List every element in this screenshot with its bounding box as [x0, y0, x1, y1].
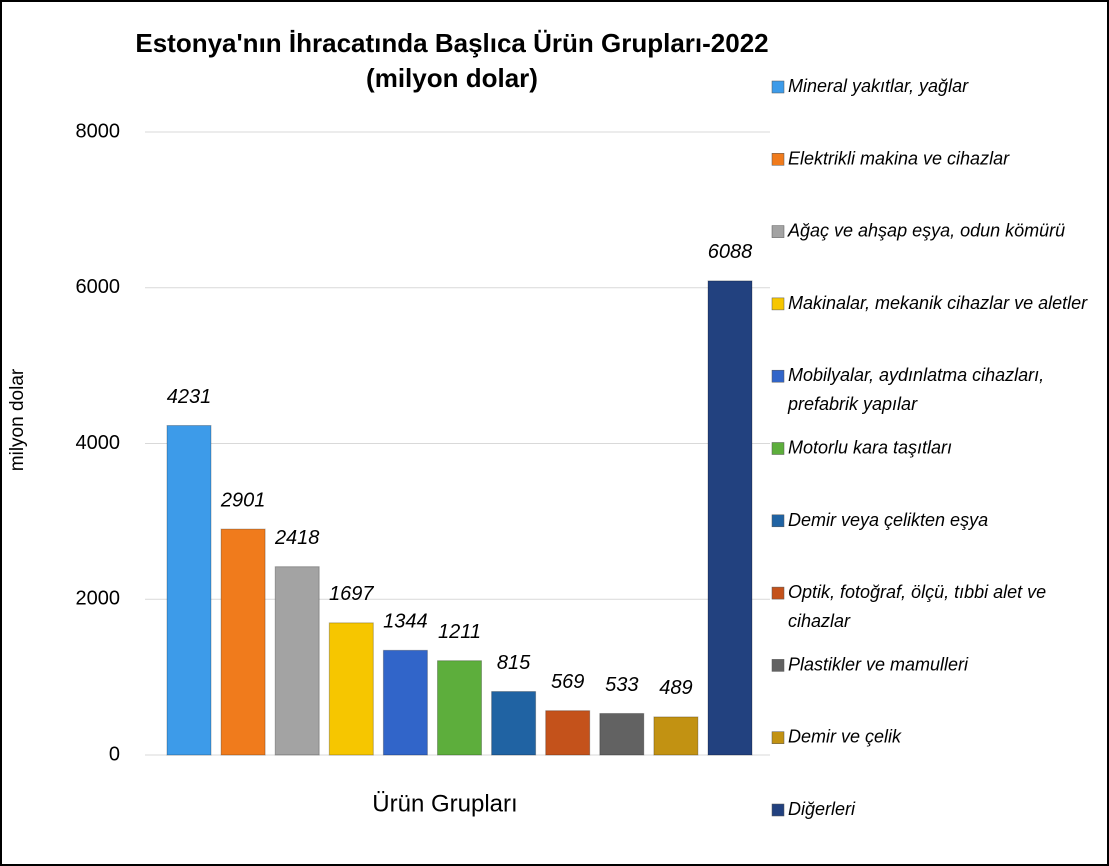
- legend-entry: Mobilyalar, aydınlatma cihazları, prefabr…: [787, 365, 1044, 414]
- bar: [545, 710, 591, 756]
- data-label: 1697: [329, 583, 374, 605]
- legend-entry: Ağaç ve ahşap eşya, odun kömürü: [787, 221, 1065, 241]
- data-label: 2418: [274, 527, 320, 549]
- data-label: 815: [497, 652, 531, 674]
- bar: [220, 528, 266, 756]
- data-label: 569: [551, 671, 584, 693]
- data-label: 6088: [708, 241, 753, 263]
- bar: [599, 712, 645, 756]
- data-label: 2901: [220, 489, 266, 511]
- y-tick-label: 0: [109, 743, 120, 765]
- legend-swatch: [771, 659, 785, 672]
- legend-entry: Elektrikli makina ve cihazlar: [788, 148, 1010, 168]
- legend-entry: Demir veya çelikten eşya: [788, 510, 988, 530]
- chart-title: Estonya'nın İhracatında Başlıca Ürün Gru…: [135, 28, 768, 58]
- legend-entry: Makinalar, mekanik cihazlar ve aletler: [788, 293, 1088, 313]
- legend-swatch: [771, 731, 785, 744]
- bar: [491, 691, 537, 756]
- legend-entry: Optik, fotoğraf, ölçü, tıbbi alet ve ciha…: [788, 582, 1046, 631]
- legend-swatch: [771, 586, 785, 600]
- bar: [166, 425, 212, 756]
- legend-swatch: [771, 369, 785, 383]
- legend-entry: Plastikler ve mamulleri: [788, 654, 969, 674]
- x-axis-label: Ürün Grupları: [372, 790, 517, 817]
- legend-swatch: [771, 225, 785, 238]
- bar: [382, 649, 428, 756]
- bar: [437, 660, 482, 756]
- bar: [707, 280, 753, 756]
- data-label: 4231: [167, 386, 212, 408]
- legend-swatch: [771, 442, 785, 455]
- legend-swatch: [771, 297, 785, 311]
- y-tick-label: 4000: [76, 432, 121, 454]
- y-tick-label: 2000: [76, 588, 121, 610]
- legend-swatch: [771, 514, 785, 528]
- y-tick-label: 8000: [76, 120, 121, 142]
- legend-entry: Motorlu kara taşıtları: [788, 438, 952, 458]
- data-label: 489: [659, 677, 692, 699]
- data-label: 533: [605, 674, 638, 696]
- bar: [653, 716, 699, 756]
- y-axis-label: milyon dolar: [7, 368, 28, 471]
- legend-swatch: [771, 803, 785, 817]
- bar: [328, 622, 374, 756]
- legend-entry: Diğerleri: [788, 799, 856, 819]
- chart-subtitle: (milyon dolar): [366, 63, 538, 93]
- legend-entry: Mineral yakıtlar, yağlar: [788, 76, 969, 96]
- data-label: 1344: [383, 611, 428, 633]
- legend-entry: Demir ve çelik: [788, 727, 902, 747]
- data-label: 1211: [438, 621, 481, 643]
- legend-swatch: [771, 153, 785, 166]
- bar: [274, 566, 320, 756]
- legend-swatch: [771, 80, 785, 94]
- y-tick-label: 6000: [76, 276, 121, 298]
